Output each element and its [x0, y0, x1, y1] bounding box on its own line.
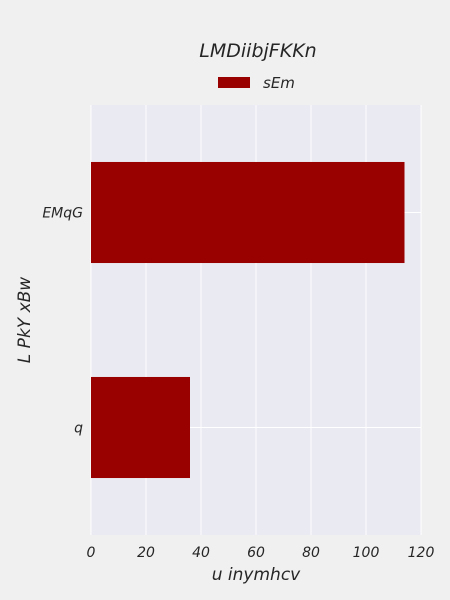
x-tick-label: 80	[302, 545, 320, 561]
bars	[91, 161, 405, 479]
y-tick-label: EMqG	[42, 206, 83, 222]
x-tick-label: 0	[87, 545, 96, 561]
x-tick-label: 120	[408, 545, 435, 561]
x-tick-label: 40	[192, 545, 210, 561]
x-tick-label: 100	[353, 545, 380, 561]
x-axis-label: u inymhcv	[212, 565, 301, 585]
legend-swatch	[218, 77, 250, 88]
bar-EMqG	[91, 161, 405, 264]
x-tick-label: 20	[137, 545, 155, 561]
bar-q	[91, 376, 190, 479]
y-axis-label: L PkY xBw	[15, 277, 35, 363]
y-tick-labels: EMqG q	[42, 206, 83, 437]
legend-label: sEm	[263, 74, 295, 92]
y-tick-label: q	[74, 421, 83, 437]
legend: sEm	[218, 74, 295, 92]
x-tick-labels: 0 20 40 60 80 100 120	[87, 545, 435, 561]
x-tick-label: 60	[247, 545, 265, 561]
chart-title: LMDiibjFKKn	[199, 40, 316, 62]
